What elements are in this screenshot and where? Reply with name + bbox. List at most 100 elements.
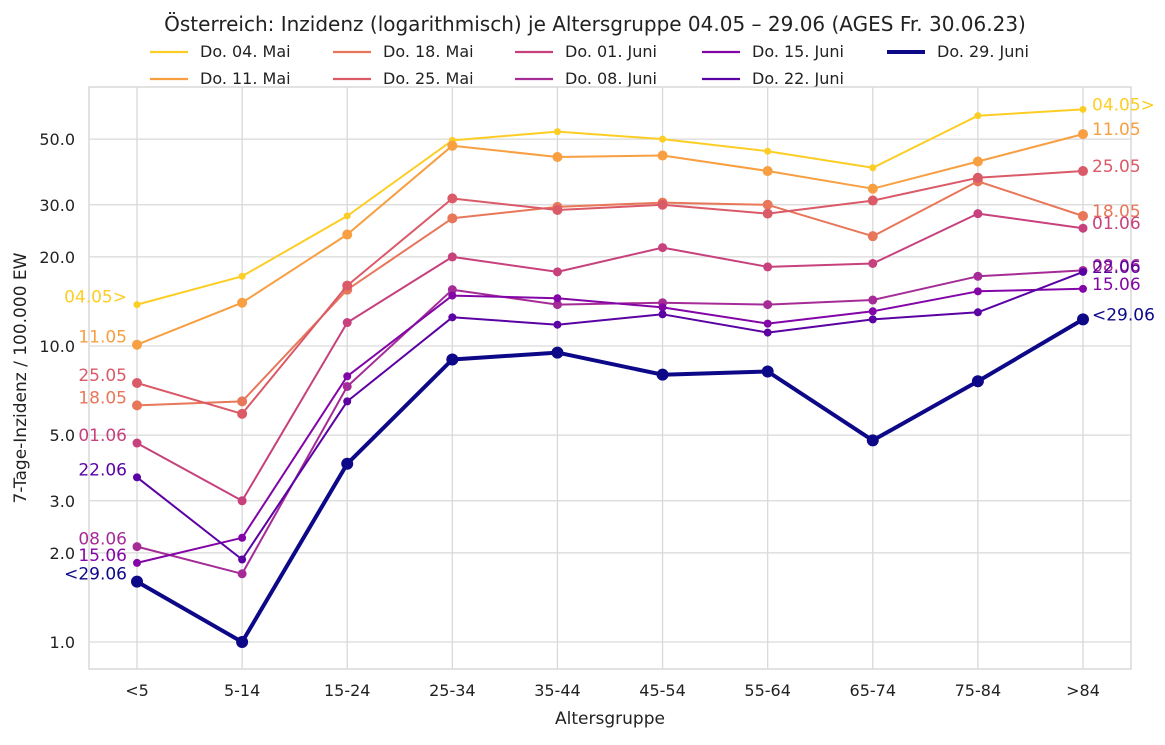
legend-label: Do. 11. Mai	[200, 69, 291, 88]
data-point	[447, 213, 458, 224]
series-line	[136, 287, 1084, 564]
series-line	[136, 180, 1084, 407]
data-point	[868, 315, 877, 324]
data-point	[656, 368, 669, 381]
data-point	[342, 229, 353, 240]
data-point	[131, 575, 143, 588]
data-point	[659, 135, 667, 143]
legend-item: Do. 29. Juni	[887, 42, 1029, 61]
data-point	[552, 267, 562, 277]
left-end-label: 18.05	[78, 388, 127, 408]
x-tick-label: 15-24	[324, 681, 371, 700]
data-point	[552, 300, 562, 310]
y-tick-label: 50.0	[39, 130, 75, 149]
data-point	[657, 199, 668, 210]
data-point	[343, 372, 352, 381]
data-point	[867, 231, 878, 242]
data-point	[133, 558, 141, 567]
legend-label: Do. 18. Mai	[383, 42, 474, 61]
right-end-label: 15.06	[1092, 275, 1141, 295]
data-point	[763, 328, 772, 337]
data-point	[133, 473, 141, 482]
y-tick-label: 20.0	[39, 248, 75, 267]
data-point	[237, 408, 248, 419]
legend-item: Do. 18. Mai	[333, 42, 474, 61]
data-point	[973, 308, 982, 317]
data-point	[973, 271, 983, 281]
data-point	[762, 199, 773, 210]
x-tick-label: 45-54	[639, 681, 686, 700]
data-point	[971, 375, 984, 388]
data-point	[868, 295, 878, 305]
data-point	[552, 205, 563, 216]
data-point	[1078, 166, 1088, 177]
data-point	[764, 147, 772, 155]
data-point	[1079, 105, 1087, 113]
data-point	[343, 212, 351, 220]
left-end-label: 22.06	[78, 460, 127, 480]
y-tick-label: 2.0	[50, 544, 75, 563]
data-point	[342, 318, 352, 328]
data-point	[237, 496, 247, 506]
data-point	[343, 397, 352, 406]
left-end-label: <29.06	[64, 565, 127, 585]
x-tick-label: 25-34	[429, 681, 476, 700]
data-point	[866, 434, 879, 447]
data-point	[342, 381, 352, 391]
data-point	[341, 457, 354, 470]
series-5	[132, 209, 1088, 506]
data-point	[658, 243, 668, 253]
y-tick-label: 3.0	[50, 492, 75, 511]
data-point	[867, 183, 878, 194]
right-end-label: 25.05	[1092, 157, 1141, 177]
right-end-label: 08.06	[1092, 256, 1141, 276]
data-point	[1077, 313, 1089, 326]
y-axis: 1.0 2.0 3.0 5.0 10.0 20.0 30.0 50.0	[39, 130, 75, 652]
data-point	[868, 307, 877, 316]
data-point	[238, 555, 247, 564]
left-end-label: 15.06	[78, 546, 127, 566]
x-tick-label: 55-64	[744, 681, 791, 700]
series-line	[136, 317, 1085, 644]
data-point	[447, 140, 458, 151]
x-axis: <5 5-14 15-24 25-34 35-44 45-54 55-64 65-74 75-8…	[125, 681, 1100, 700]
x-tick-label: >84	[1066, 681, 1100, 700]
data-point	[973, 287, 982, 296]
right-end-label: 18.05	[1092, 202, 1141, 222]
legend-item: Do. 15. Juni	[702, 42, 844, 61]
data-point	[446, 353, 459, 366]
data-point	[973, 209, 983, 219]
end-labels: 04.05>04.05>11.0511.0518.0518.0525.0525.…	[64, 95, 1155, 584]
x-tick-label: 5-14	[224, 681, 260, 700]
data-point	[132, 377, 142, 388]
data-point	[237, 297, 248, 308]
data-point	[553, 128, 561, 136]
data-point	[236, 636, 249, 648]
series-line	[136, 133, 1084, 346]
series-9	[131, 313, 1089, 648]
chart-title: Österreich: Inzidenz (logarithmisch) je …	[164, 12, 1026, 36]
legend-label: Do. 22. Juni	[752, 69, 844, 88]
legend-item: Do. 25. Mai	[333, 69, 474, 88]
legend-item: Do. 04. Mai	[150, 42, 291, 61]
left-end-label: 11.05	[78, 328, 127, 348]
series-line	[136, 108, 1084, 306]
data-point	[553, 294, 562, 303]
data-point	[869, 164, 877, 172]
legend-item: Do. 11. Mai	[150, 69, 291, 88]
right-end-label: 01.06	[1092, 214, 1141, 234]
left-end-label: 25.05	[78, 366, 127, 386]
x-tick-label: 75-84	[955, 681, 1002, 700]
data-point	[658, 310, 667, 319]
series-line	[136, 212, 1084, 502]
data-point	[447, 193, 458, 204]
data-point	[1078, 129, 1088, 140]
series-line	[136, 170, 1084, 415]
data-point	[763, 319, 772, 328]
data-point	[1079, 284, 1087, 293]
data-point	[868, 258, 878, 268]
y-tick-label: 30.0	[39, 196, 75, 215]
legend-item: Do. 22. Juni	[702, 69, 844, 88]
y-tick-label: 5.0	[50, 426, 75, 445]
